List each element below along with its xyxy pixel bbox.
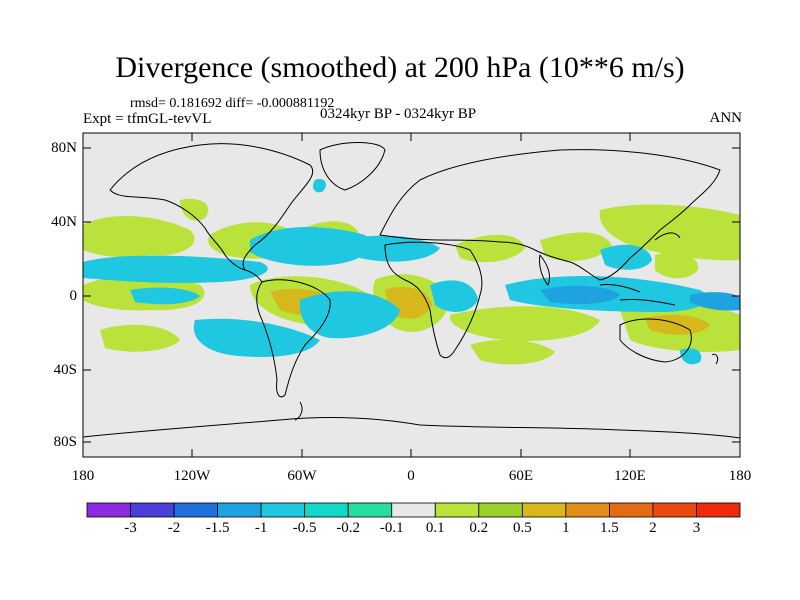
- colorbar-swatch: [260, 502, 306, 518]
- negative-region: [600, 244, 652, 270]
- colorbar-label: 0.1: [425, 520, 445, 536]
- negative-region: [540, 285, 620, 305]
- lat-label-40s: 40S: [53, 362, 77, 378]
- colorbar-label: -2: [167, 520, 181, 536]
- season-label: ANN: [709, 110, 743, 126]
- period-label: 0324kyr BP - 0324kyr BP: [320, 106, 477, 122]
- chart-title: Divergence (smoothed) at 200 hPa (10**6 …: [115, 51, 685, 84]
- positive-region: [449, 306, 600, 341]
- colorbar-swatch: [304, 502, 349, 518]
- colorbar-swatch: [652, 502, 697, 518]
- experiment-label: Expt = tfmGL-tevVL: [83, 111, 212, 127]
- lon-label-180e: 180: [728, 468, 752, 484]
- colorbar-label: 1.5: [600, 520, 619, 536]
- colorbar-swatch: [609, 502, 654, 518]
- lat-label-40n: 40N: [51, 214, 77, 230]
- colorbar-swatch: [478, 502, 523, 518]
- colorbar-label: 0.5: [512, 520, 532, 536]
- colorbar-swatch: [130, 502, 175, 518]
- lon-label-120e: 120E: [614, 468, 646, 484]
- colorbar-swatch: [217, 502, 262, 518]
- coastlines: [83, 142, 740, 439]
- colorbar-label: -0.5: [292, 520, 317, 536]
- positive-region: [470, 339, 555, 365]
- colorbar-label: 3: [692, 520, 701, 536]
- lon-label-60w: 60W: [287, 468, 317, 484]
- positive-region: [655, 252, 699, 279]
- negative-region: [690, 292, 740, 311]
- lat-label-0: 0: [69, 288, 78, 304]
- colorbar-label: 0.2: [469, 520, 489, 536]
- negative-region: [299, 291, 400, 339]
- negative-region: [312, 179, 326, 193]
- axis-ticks: [82, 133, 741, 457]
- lon-label-180w: 180: [71, 468, 95, 484]
- stats-line: rmsd= 0.181692 diff= -0.000881192: [130, 96, 335, 111]
- negative-region: [83, 255, 268, 283]
- colorbar-label: 2: [649, 520, 657, 536]
- colorbar-swatch: [521, 502, 567, 518]
- colorbar-label: -1: [254, 520, 268, 536]
- negative-region: [250, 226, 371, 266]
- divergence-field: [83, 142, 740, 439]
- positive-region: [180, 198, 209, 221]
- colorbar-swatch: [347, 502, 393, 518]
- colorbar-swatch: [86, 502, 131, 518]
- positive-region: [455, 234, 525, 263]
- colorbar-swatch: [434, 502, 480, 518]
- lon-label-60e: 60E: [508, 468, 534, 484]
- negative-region: [193, 318, 320, 358]
- colorbar-swatch: [696, 502, 741, 518]
- positive-region: [540, 232, 612, 261]
- colorbar: [86, 502, 741, 518]
- colorbar-swatch: [391, 502, 436, 518]
- lat-label-80s: 80S: [53, 434, 77, 450]
- colorbar-label: -1.5: [205, 520, 230, 536]
- negative-region: [430, 280, 478, 312]
- colorbar-label: -0.2: [336, 520, 361, 536]
- colorbar-swatch: [565, 502, 610, 518]
- colorbar-label: -3: [124, 520, 137, 536]
- colorbar-label: 1: [562, 520, 570, 536]
- lon-label-0: 0: [407, 468, 415, 484]
- positive-region: [100, 324, 180, 352]
- positive-region: [83, 215, 195, 258]
- lat-label-80n: 80N: [51, 140, 77, 156]
- colorbar-label: -0.1: [379, 520, 404, 536]
- colorbar-swatch: [173, 502, 218, 518]
- lon-label-120w: 120W: [173, 468, 211, 484]
- negative-region: [130, 287, 200, 305]
